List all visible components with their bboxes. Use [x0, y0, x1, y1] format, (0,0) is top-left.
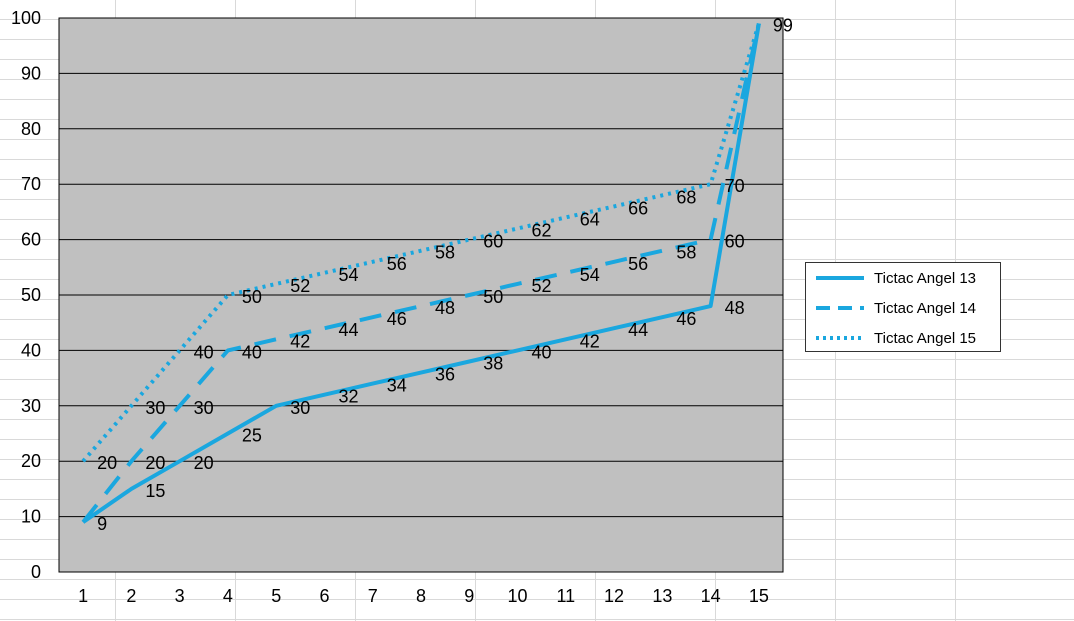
legend-label: Tictac Angel 15 [874, 329, 977, 347]
data-label: 70 [725, 176, 745, 196]
x-axis-ticks: 1 2 3 4 5 6 7 8 9 10 11 12 13 14 15 [78, 586, 769, 606]
data-label: 42 [580, 331, 600, 351]
y-tick-label: 40 [21, 340, 41, 360]
data-label: 40 [532, 342, 552, 362]
data-label: 54 [338, 265, 358, 285]
data-label: 15 [145, 481, 165, 501]
series-line-1 [81, 23, 761, 524]
data-label: 40 [242, 342, 262, 362]
data-label: 60 [725, 232, 745, 252]
legend-label: Tictac Angel 13 [874, 269, 977, 287]
data-label: 34 [387, 376, 407, 396]
data-label: 66 [628, 198, 648, 218]
data-label: 56 [628, 254, 648, 274]
y-tick-label: 80 [21, 119, 41, 139]
y-tick-label: 60 [21, 230, 41, 250]
data-label: 9 [97, 514, 107, 534]
data-label: 46 [387, 309, 407, 329]
legend-swatch-dotted [816, 336, 864, 340]
data-label: 52 [532, 276, 552, 296]
y-tick-label: 90 [21, 63, 41, 83]
data-label: 30 [290, 398, 310, 418]
y-tick-label: 10 [21, 507, 41, 527]
x-tick-label: 6 [319, 586, 329, 606]
data-label: 50 [242, 287, 262, 307]
legend-item-tictac-angel-13: Tictac Angel 13 [814, 267, 976, 289]
x-tick-label: 4 [223, 586, 233, 606]
data-label: 44 [628, 320, 648, 340]
data-label: 20 [145, 453, 165, 473]
data-label: 42 [290, 331, 310, 351]
x-tick-label: 5 [271, 586, 281, 606]
data-labels: 9 15 20 25 30 32 34 36 38 40 42 44 46 48 20 30 40 52 54 56 5… [97, 16, 793, 535]
data-label: 62 [532, 221, 552, 241]
x-tick-label: 9 [464, 586, 474, 606]
legend-swatch-dashed [816, 306, 864, 310]
legend-item-tictac-angel-15: Tictac Angel 15 [814, 327, 976, 349]
y-tick-label: 70 [21, 174, 41, 194]
y-tick-label: 30 [21, 396, 41, 416]
data-label: 30 [194, 398, 214, 418]
legend-label: Tictac Angel 14 [874, 299, 977, 317]
data-label: 25 [242, 426, 262, 446]
x-tick-label: 1 [78, 586, 88, 606]
x-tick-label: 11 [556, 586, 575, 606]
legend-swatch-solid [816, 276, 864, 280]
data-label: 52 [290, 276, 310, 296]
y-tick-label: 0 [31, 562, 41, 582]
data-label: 48 [435, 298, 455, 318]
series-line-2 [81, 23, 761, 524]
data-label: 44 [338, 320, 358, 340]
x-tick-label: 14 [701, 586, 721, 606]
x-tick-label: 10 [508, 586, 528, 606]
data-label: 40 [194, 342, 214, 362]
x-tick-label: 7 [368, 586, 378, 606]
data-label: 58 [676, 243, 696, 263]
data-label: 54 [580, 265, 600, 285]
data-label: 38 [483, 353, 503, 373]
data-label: 36 [435, 365, 455, 385]
x-tick-label: 13 [652, 586, 672, 606]
data-label: 68 [676, 187, 696, 207]
data-label: 46 [676, 309, 696, 329]
data-label: 60 [483, 232, 503, 252]
x-tick-label: 12 [604, 586, 624, 606]
x-tick-label: 8 [416, 586, 426, 606]
y-tick-label: 50 [21, 285, 41, 305]
y-axis-ticks: 0 10 20 30 40 50 60 70 80 90 100 [11, 8, 41, 582]
x-tick-label: 3 [175, 586, 185, 606]
data-label: 32 [338, 387, 358, 407]
series-lines [81, 22, 761, 524]
y-tick-label: 100 [11, 8, 41, 28]
y-tick-label: 20 [21, 451, 41, 471]
legend-item-tictac-angel-14: Tictac Angel 14 [814, 297, 976, 319]
series-line-3 [81, 22, 761, 463]
data-label: 58 [435, 243, 455, 263]
data-label: 56 [387, 254, 407, 274]
x-tick-label: 2 [126, 586, 136, 606]
x-tick-label: 15 [749, 586, 769, 606]
data-label: 48 [725, 298, 745, 318]
data-label: 50 [483, 287, 503, 307]
data-label: 20 [97, 453, 117, 473]
gridlines [59, 17, 783, 518]
legend: Tictac Angel 13 Tictac Angel 14 Tictac A… [805, 262, 1001, 352]
data-label: 64 [580, 209, 600, 229]
data-label: 20 [194, 453, 214, 473]
data-label: 99 [773, 16, 793, 36]
data-label: 30 [145, 398, 165, 418]
